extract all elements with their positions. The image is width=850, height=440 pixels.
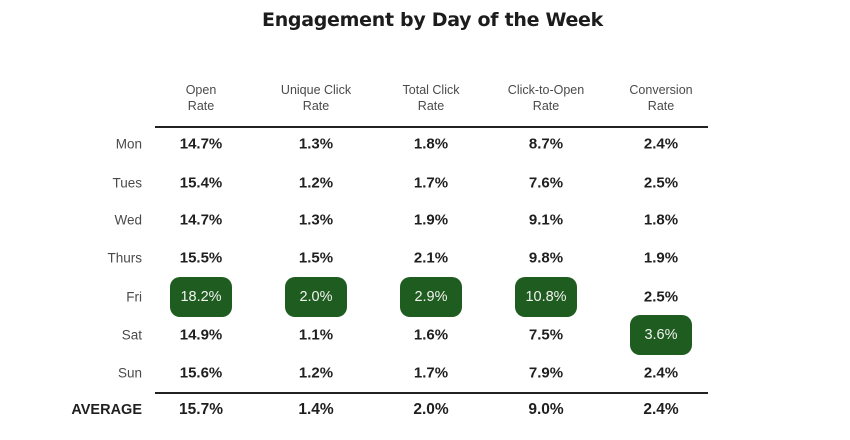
- column-header-line: Total Click: [402, 83, 460, 97]
- column-header: Click-to-Open Rate: [508, 82, 584, 114]
- column-header: Total Click Rate: [403, 82, 460, 114]
- average-label: AVERAGE: [71, 402, 142, 418]
- table-cell: 1.8%: [643, 211, 679, 229]
- table-cell: 7.5%: [528, 326, 564, 344]
- table-cell: 14.7%: [179, 135, 223, 153]
- table-cell: 2.1%: [413, 249, 449, 267]
- table-cell: 8.7%: [528, 135, 564, 153]
- table-cell: 14.7%: [179, 211, 223, 229]
- table-cell: 7.6%: [528, 174, 564, 192]
- highlighted-cell: 2.0%: [285, 277, 347, 317]
- table-cell: 2.5%: [643, 174, 679, 192]
- row-label: Fri: [126, 289, 142, 305]
- column-header-line: Rate: [647, 99, 675, 113]
- column-header-line: Conversion: [629, 83, 693, 97]
- row-label: Sat: [121, 327, 142, 343]
- column-header-line: Click-to-Open: [507, 83, 585, 97]
- column-header-line: Unique Click: [280, 83, 352, 97]
- table-cell: 15.4%: [179, 174, 223, 192]
- table-cell: 7.9%: [528, 364, 564, 382]
- highlighted-cell: 3.6%: [630, 315, 692, 355]
- column-header-line: Rate: [532, 99, 560, 113]
- row-label: Tues: [112, 175, 142, 191]
- column-header-line: Open: [185, 83, 217, 97]
- average-cell: 2.4%: [643, 401, 679, 418]
- table-cell: 1.7%: [413, 174, 449, 192]
- highlighted-cell: 18.2%: [170, 277, 232, 317]
- highlighted-cell: 2.9%: [400, 277, 462, 317]
- table-cell: 1.3%: [298, 135, 334, 153]
- column-header: Conversion Rate: [629, 82, 692, 114]
- row-label: Sun: [117, 365, 142, 381]
- table-cell: 15.6%: [179, 364, 223, 382]
- average-cell: 9.0%: [528, 401, 564, 418]
- table-cell: 1.9%: [643, 249, 679, 267]
- row-label: Wed: [114, 212, 142, 228]
- table-cell: 1.5%: [298, 249, 334, 267]
- table-cell: 9.8%: [528, 249, 564, 267]
- table-cell: 1.6%: [413, 326, 449, 344]
- chart-title: Engagement by Day of the Week: [262, 9, 603, 31]
- table-cell: 2.4%: [643, 135, 679, 153]
- average-rule: [155, 392, 708, 394]
- table-cell: 1.2%: [298, 364, 334, 382]
- highlighted-cell: 10.8%: [515, 277, 577, 317]
- table-cell: 2.4%: [643, 364, 679, 382]
- column-header: Unique Click Rate: [281, 82, 351, 114]
- table-cell: 9.1%: [528, 211, 564, 229]
- table-cell: 1.1%: [298, 326, 334, 344]
- row-label: Mon: [115, 136, 142, 152]
- table-cell: 1.7%: [413, 364, 449, 382]
- table-cell: 14.9%: [179, 326, 223, 344]
- table-cell: 2.5%: [643, 288, 679, 306]
- table-cell: 15.5%: [179, 249, 223, 267]
- column-header-line: Rate: [302, 99, 330, 113]
- average-cell: 1.4%: [298, 401, 334, 418]
- column-header: Open Rate: [186, 82, 217, 114]
- average-cell: 15.7%: [179, 401, 223, 418]
- column-header-line: Rate: [187, 99, 215, 113]
- table-cell: 1.2%: [298, 174, 334, 192]
- table-cell: 1.8%: [413, 135, 449, 153]
- header-rule: [155, 126, 708, 128]
- average-cell: 2.0%: [413, 401, 449, 418]
- table-cell: 1.3%: [298, 211, 334, 229]
- table-cell: 1.9%: [413, 211, 449, 229]
- row-label: Thurs: [107, 250, 142, 266]
- column-header-line: Rate: [417, 99, 445, 113]
